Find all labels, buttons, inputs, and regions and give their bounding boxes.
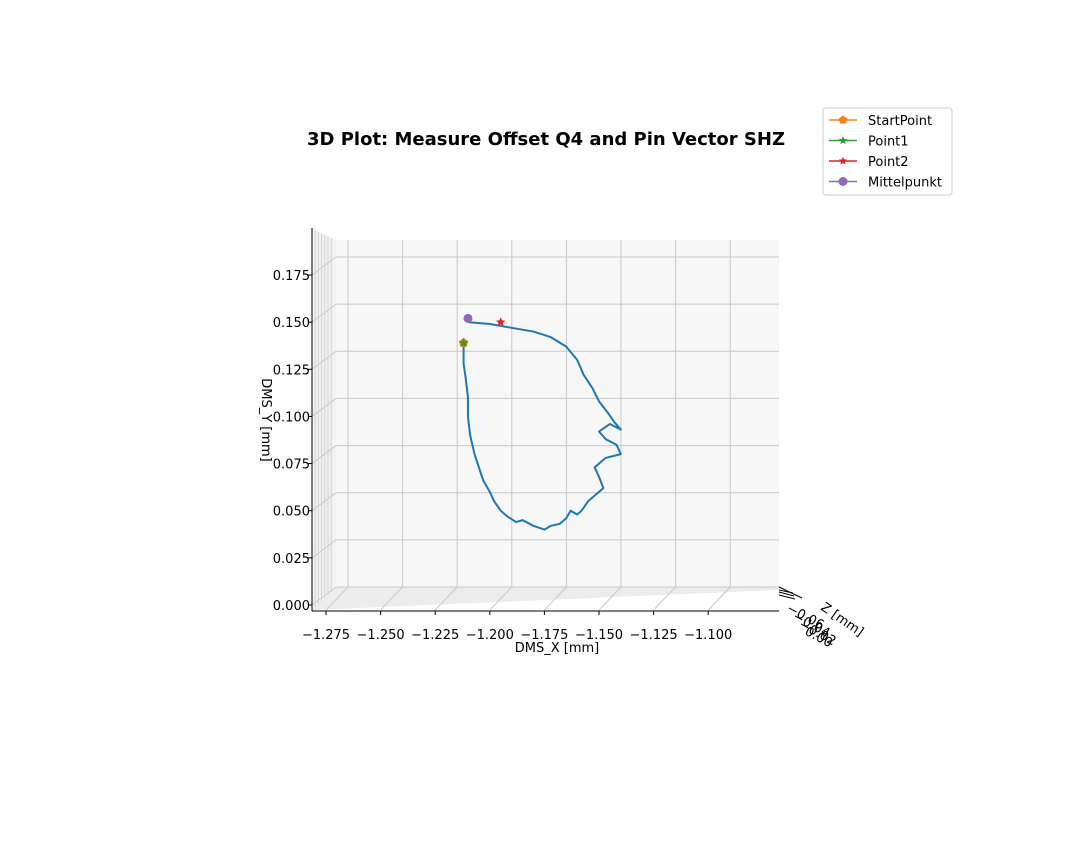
series-layer bbox=[458, 313, 622, 531]
grid bbox=[311, 229, 779, 611]
x-floor-gridline bbox=[489, 586, 513, 611]
legend-marker-point1 bbox=[838, 136, 848, 145]
y-tick-label: 0.050 bbox=[273, 505, 310, 520]
legend-marker-mittelpunkt bbox=[838, 177, 848, 186]
x-tick-label: −1.175 bbox=[520, 628, 568, 643]
y-pane-gridline bbox=[311, 303, 337, 323]
plot-pane bbox=[336, 240, 779, 587]
legend-label-mittelpunkt: Mittelpunkt bbox=[868, 176, 942, 191]
x-tick-label: −1.200 bbox=[466, 628, 514, 643]
x-floor-gridline bbox=[707, 586, 731, 611]
legend-marker-point2 bbox=[838, 156, 848, 165]
mittelpunkt-marker bbox=[463, 313, 473, 323]
y-pane-gridline bbox=[311, 398, 337, 417]
x-floor-gridline bbox=[544, 586, 567, 611]
x-tick-label: −1.225 bbox=[411, 628, 459, 643]
y-tick-label: 0.100 bbox=[273, 410, 310, 425]
axes bbox=[311, 228, 779, 612]
legend-label-point1: Point1 bbox=[868, 135, 909, 150]
x-tick-label: −1.275 bbox=[302, 628, 350, 643]
y-tick-labels: 0.000 0.025 0.050 0.075 0.100 0.125 0.150 0.175 bbox=[273, 269, 312, 614]
x-tick-label: −1.100 bbox=[684, 628, 732, 643]
trajectory-line bbox=[462, 321, 622, 531]
x-axis-label: DMS_X [mm] bbox=[515, 641, 600, 656]
y-pane-gridline bbox=[311, 586, 337, 606]
point1-marker bbox=[458, 337, 469, 347]
y-tick-label: 0.175 bbox=[273, 269, 310, 284]
y-pane-gridline bbox=[311, 350, 337, 370]
x-tick-label: −1.250 bbox=[357, 628, 405, 643]
y-tick-label: 0.075 bbox=[273, 458, 310, 473]
x-floor-gridline bbox=[653, 586, 676, 611]
x-tick-label: −1.125 bbox=[630, 628, 678, 643]
x-tick-labels: −1.275 −1.250 −1.225 −1.200 −1.175 −1.150 −1.1… bbox=[302, 611, 732, 643]
x-tick-label: −1.150 bbox=[575, 628, 623, 643]
y-pane-gridline bbox=[311, 539, 337, 559]
legend-label-point2: Point2 bbox=[868, 155, 909, 170]
floor-pane bbox=[312, 587, 779, 610]
x-floor-gridline bbox=[325, 586, 349, 611]
y-tick-label: 0.025 bbox=[273, 552, 310, 567]
y-tick-label: 0.150 bbox=[273, 316, 310, 331]
legend: StartPoint Point1 Point2 Mittelpunkt bbox=[822, 107, 953, 196]
x-floor-gridline bbox=[380, 586, 403, 611]
chart-title: 3D Plot: Measure Offset Q4 and Pin Vecto… bbox=[307, 129, 785, 150]
y-tick-label: 0.000 bbox=[273, 599, 310, 614]
y-pane-gridline bbox=[311, 492, 337, 512]
x-floor-gridline bbox=[598, 586, 622, 611]
legend-marker-startpoint bbox=[838, 115, 848, 124]
legend-label-startpoint: StartPoint bbox=[868, 114, 932, 129]
y-pane-gridline bbox=[311, 256, 337, 276]
y-axis-label: DMS_Y [mm] bbox=[258, 378, 273, 462]
y-tick-label: 0.125 bbox=[273, 363, 310, 378]
y-pane-gridline bbox=[311, 445, 337, 464]
point2-marker bbox=[495, 317, 506, 327]
x-floor-gridline bbox=[434, 586, 458, 611]
